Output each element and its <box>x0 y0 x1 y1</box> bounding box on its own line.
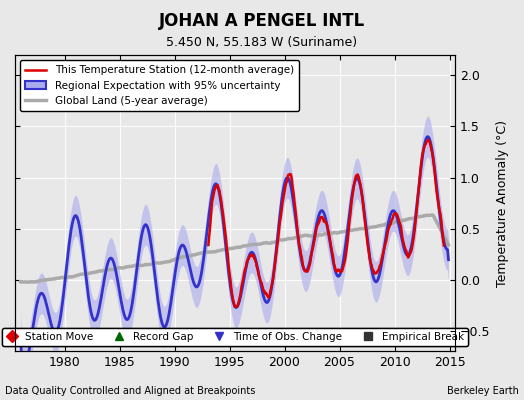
Text: JOHAN A PENGEL INTL: JOHAN A PENGEL INTL <box>159 12 365 30</box>
Legend: Station Move, Record Gap, Time of Obs. Change, Empirical Break: Station Move, Record Gap, Time of Obs. C… <box>2 328 468 346</box>
Y-axis label: Temperature Anomaly (°C): Temperature Anomaly (°C) <box>496 120 509 286</box>
Text: 5.450 N, 55.183 W (Suriname): 5.450 N, 55.183 W (Suriname) <box>167 36 357 49</box>
Text: Data Quality Controlled and Aligned at Breakpoints: Data Quality Controlled and Aligned at B… <box>5 386 256 396</box>
Text: Berkeley Earth: Berkeley Earth <box>447 386 519 396</box>
